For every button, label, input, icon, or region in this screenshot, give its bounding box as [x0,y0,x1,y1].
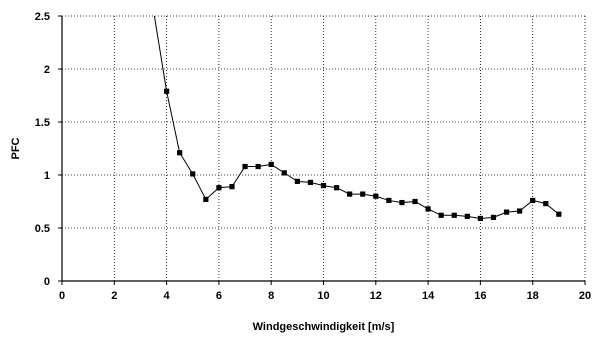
data-point-marker [320,183,327,189]
x-tick-label: 20 [579,290,591,302]
data-point-marker [451,212,457,218]
x-tick-label: 2 [111,290,117,302]
y-tick-label: 1 [44,170,50,182]
data-point-marker [268,161,274,167]
marker-layer [164,88,562,222]
y-tick-label: 0.5 [35,223,50,235]
series-layer [153,16,560,219]
data-point-marker [412,198,418,205]
data-point-marker [203,196,209,202]
data-point-marker [229,184,235,190]
x-tick-label: 12 [370,290,382,302]
x-tick-label: 14 [422,290,435,302]
x-tick-label: 16 [474,290,486,302]
data-point-marker [294,178,300,184]
data-point-marker [386,197,392,204]
y-tick-label: 2.5 [35,11,50,23]
data-point-marker [190,171,196,177]
series-line [153,16,560,219]
data-point-marker [517,208,523,214]
x-tick-label: 0 [59,290,65,302]
data-point-marker [307,179,314,186]
data-point-marker [477,215,483,222]
x-tick-label: 6 [216,290,222,302]
y-tick-label: 0 [44,276,50,288]
x-axis-label: Windgeschwindigkeit [m/s] [253,321,395,333]
data-point-marker [464,213,470,219]
data-point-marker [216,185,222,191]
y-tick-label: 1.5 [35,117,50,129]
data-point-marker [347,191,353,197]
data-point-marker [530,197,536,204]
axes [58,15,586,285]
data-point-marker [360,191,366,197]
tick-labels: 0 2 4 6 8 10 12 14 16 18 20 0 0.5 1 1.5 2 2.5 [35,11,591,302]
x-tick-label: 18 [527,290,539,302]
grid [62,15,586,281]
data-point-marker [164,88,170,94]
data-point-marker [255,163,261,170]
x-tick-label: 10 [317,290,329,302]
x-tick-label: 8 [268,290,274,302]
data-point-marker [490,214,497,220]
data-point-marker [543,201,549,207]
data-point-marker [373,193,379,199]
data-point-marker [177,150,183,156]
data-point-marker [556,211,562,217]
x-tick-label: 4 [164,290,171,302]
data-point-marker [438,212,444,218]
data-point-marker [281,170,287,176]
data-point-marker [399,199,405,206]
y-tick-label: 2 [44,64,50,76]
data-point-marker [425,206,431,212]
data-point-marker [503,209,510,215]
data-point-marker [333,185,340,191]
y-axis-label: PFC [10,137,22,159]
data-point-marker [242,163,248,170]
